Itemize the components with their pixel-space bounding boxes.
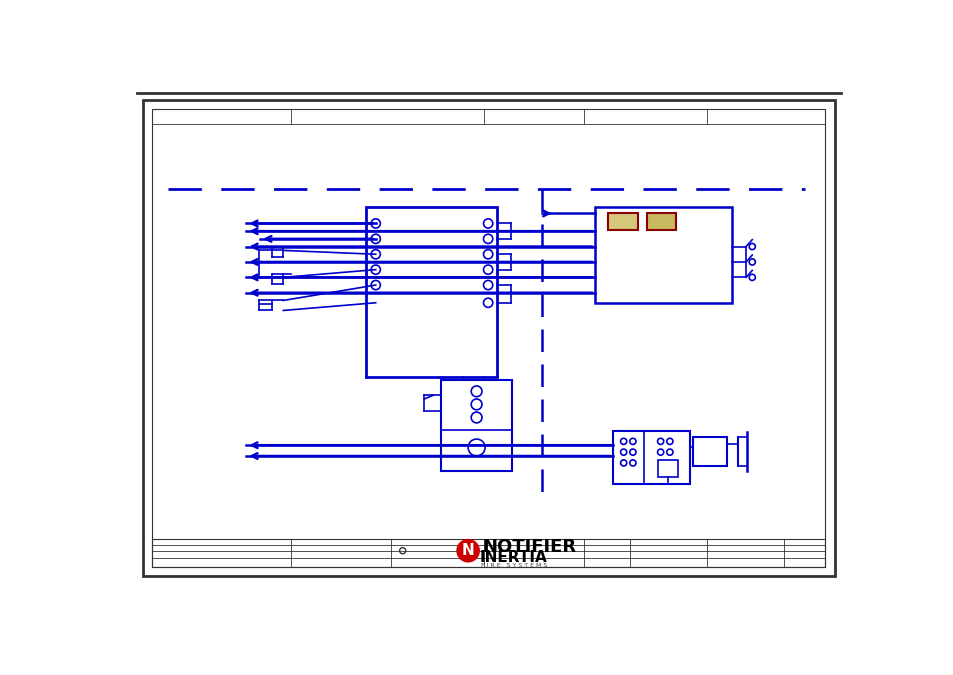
Bar: [152, 109, 824, 567]
Bar: [440, 380, 512, 470]
Bar: [612, 431, 689, 484]
Bar: [646, 213, 676, 230]
Bar: [692, 437, 726, 466]
Bar: [657, 460, 677, 477]
Bar: [366, 207, 497, 377]
Bar: [152, 539, 824, 567]
Circle shape: [456, 540, 478, 562]
Text: F I R E   S Y S T E M S: F I R E S Y S T E M S: [480, 563, 547, 568]
Text: NOTIFIER: NOTIFIER: [481, 538, 576, 556]
Text: INERTIA: INERTIA: [479, 550, 547, 565]
Bar: [595, 207, 732, 303]
Text: N: N: [461, 543, 474, 558]
Bar: [608, 213, 637, 230]
